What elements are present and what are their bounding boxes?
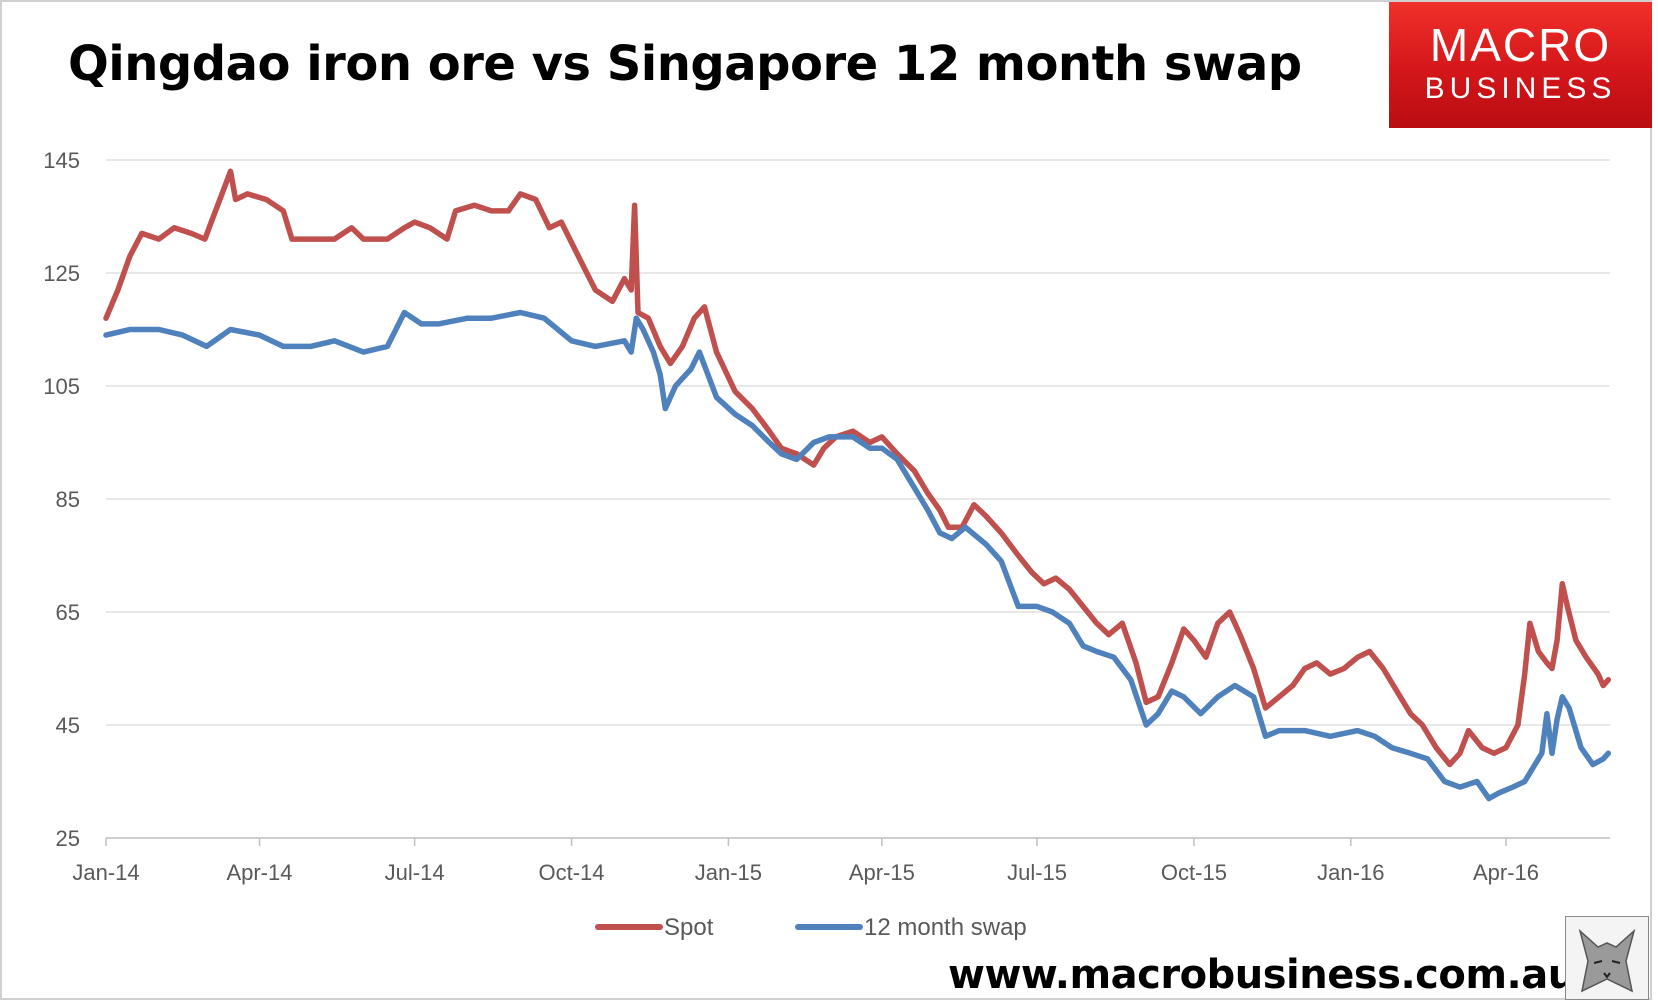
legend-label: 12 month swap — [864, 914, 1027, 941]
x-tick-label: Jan-14 — [72, 860, 139, 885]
x-tick-label: Apr-16 — [1473, 860, 1539, 885]
x-tick-label: Apr-15 — [849, 860, 915, 885]
wolf-icon — [1565, 916, 1649, 1000]
x-tick-label: Jul-15 — [1007, 860, 1067, 885]
logo-line1: MACRO — [1429, 19, 1612, 71]
x-axis: Jan-14 Apr-14 Jul-14 Oct-14 Jan-15 Apr-15 Jul-… — [72, 837, 1610, 885]
x-tick-label: Apr-14 — [226, 860, 292, 885]
y-tick-label: 45 — [56, 713, 80, 738]
spot-series-line — [103, 168, 1612, 768]
y-tick-label: 85 — [56, 487, 80, 512]
x-tick-label: Oct-14 — [539, 860, 605, 885]
chart-title: Qingdao iron ore vs Singapore 12 month s… — [68, 36, 1302, 92]
y-tick-label: 125 — [43, 261, 80, 286]
logo-line2: BUSINESS — [1424, 72, 1617, 105]
macrobusiness-logo: MACRO BUSINESS — [1389, 2, 1652, 128]
legend: Spot 12 month swap — [595, 914, 1027, 941]
x-tick-label: Jul-14 — [385, 860, 445, 885]
gridlines — [106, 159, 1610, 726]
y-tick-label: 145 — [43, 148, 80, 173]
y-tick-label: 25 — [56, 826, 80, 851]
swap-series-line — [103, 309, 1612, 802]
x-tick-label: Jan-16 — [1317, 860, 1384, 885]
series-group — [103, 168, 1612, 802]
y-axis-ticks: 25 45 65 85 105 125 145 — [43, 148, 80, 851]
y-tick-label: 105 — [43, 374, 80, 399]
x-tick-label: Jan-15 — [695, 860, 762, 885]
y-tick-label: 65 — [56, 600, 80, 625]
website-url: www.macrobusiness.com.au — [948, 952, 1576, 998]
legend-label: Spot — [664, 914, 714, 941]
x-tick-label: Oct-15 — [1161, 860, 1227, 885]
